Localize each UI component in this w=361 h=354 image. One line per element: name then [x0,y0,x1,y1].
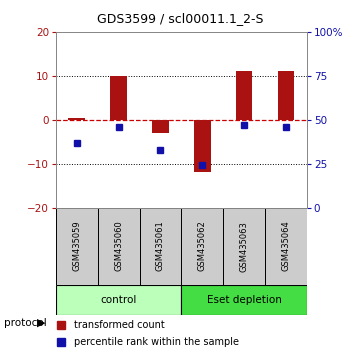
Text: transformed count: transformed count [74,320,164,330]
Text: GSM435061: GSM435061 [156,221,165,272]
Text: ▶: ▶ [37,318,46,328]
Text: GSM435063: GSM435063 [240,221,249,272]
Bar [182,208,223,285]
Text: protocol: protocol [4,318,46,328]
Bar [140,208,181,285]
Bar [110,76,127,120]
Text: Eset depletion: Eset depletion [207,295,282,305]
Text: percentile rank within the sample: percentile rank within the sample [74,337,239,347]
Bar [236,72,252,120]
Text: GDS3599 / scl00011.1_2-S: GDS3599 / scl00011.1_2-S [97,12,264,25]
Bar [98,208,139,285]
Bar [278,72,294,120]
Bar [181,285,307,315]
Bar [152,120,169,133]
Text: GSM435060: GSM435060 [114,221,123,272]
Bar [194,120,211,172]
Text: GSM435062: GSM435062 [198,221,207,272]
Text: GSM435064: GSM435064 [282,221,291,272]
Bar [56,208,98,285]
Bar [56,285,181,315]
Bar [69,118,85,120]
Bar [223,208,265,285]
Text: GSM435059: GSM435059 [72,221,81,272]
Text: control: control [100,295,137,305]
Bar [265,208,307,285]
